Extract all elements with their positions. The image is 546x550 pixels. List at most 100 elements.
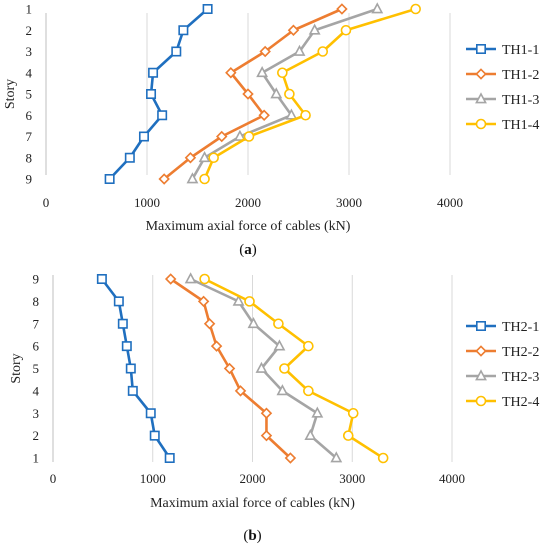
data-point bbox=[317, 46, 329, 57]
legend-entry: TH2-3 bbox=[466, 369, 539, 385]
legend-label: TH1-1 bbox=[502, 43, 539, 58]
data-point bbox=[308, 23, 321, 35]
legend-marker bbox=[475, 369, 487, 381]
y-tick-label: 1 bbox=[26, 2, 33, 17]
data-point bbox=[164, 273, 177, 285]
data-point bbox=[146, 89, 157, 100]
legend-label: TH2-3 bbox=[502, 370, 539, 385]
legend-entry: TH1-3 bbox=[466, 92, 539, 108]
data-point bbox=[178, 25, 189, 36]
chart-panel-b: 0 1000 2000 3000 4000 1 2 3 4 5 6 7 8 9 Maximum axial … bbox=[9, 272, 539, 545]
y-tick-label: 4 bbox=[26, 65, 33, 80]
legend-marker bbox=[475, 320, 486, 331]
series-TH1-4 bbox=[199, 3, 421, 185]
legend-label: TH1-2 bbox=[502, 68, 539, 83]
series-TH2-4 bbox=[199, 273, 389, 464]
data-point bbox=[270, 87, 283, 99]
data-point bbox=[244, 296, 255, 307]
data-point bbox=[336, 3, 348, 15]
legend-marker bbox=[475, 92, 487, 104]
y-tick-label: 6 bbox=[33, 339, 40, 354]
legend-label: TH2-1 bbox=[502, 320, 539, 335]
panel-caption: (b) bbox=[243, 528, 261, 544]
series-TH2-2 bbox=[164, 273, 297, 464]
data-point bbox=[149, 430, 160, 441]
y-tick-label: 2 bbox=[33, 428, 40, 443]
data-point bbox=[234, 385, 247, 397]
data-point bbox=[303, 385, 314, 397]
x-tick-label: 0 bbox=[50, 471, 57, 486]
data-point bbox=[347, 407, 359, 419]
series-line bbox=[108, 8, 209, 180]
y-tick-label: 5 bbox=[33, 361, 40, 376]
data-point bbox=[303, 340, 314, 352]
y-tick-label: 6 bbox=[26, 108, 33, 123]
series-TH1-3 bbox=[186, 2, 384, 184]
x-tick-label: 3000 bbox=[339, 471, 365, 486]
data-point bbox=[127, 385, 138, 396]
data-point bbox=[203, 318, 216, 330]
y-axis-label: Story bbox=[3, 79, 18, 109]
data-point bbox=[138, 131, 149, 142]
legend-entry: TH1-2 bbox=[466, 68, 539, 83]
data-point bbox=[113, 296, 124, 307]
data-point bbox=[371, 2, 384, 14]
data-point bbox=[340, 24, 352, 36]
legend-label: TH2-4 bbox=[502, 395, 539, 410]
series-TH1-2 bbox=[158, 3, 348, 185]
data-point bbox=[186, 172, 199, 184]
data-point bbox=[157, 110, 168, 121]
y-tick-label: 7 bbox=[33, 316, 40, 331]
data-point bbox=[125, 363, 136, 374]
data-point bbox=[148, 67, 159, 78]
y-tick-label: 2 bbox=[26, 23, 33, 38]
legend-marker bbox=[475, 43, 486, 54]
x-tick-label: 0 bbox=[43, 195, 50, 210]
series-TH1-1 bbox=[104, 4, 213, 185]
legend-entry: TH2-2 bbox=[466, 345, 539, 360]
data-point bbox=[171, 46, 182, 57]
data-point bbox=[258, 109, 270, 121]
data-point bbox=[256, 66, 269, 78]
x-tick-label: 4000 bbox=[437, 195, 463, 210]
data-point bbox=[145, 408, 156, 419]
data-point bbox=[216, 130, 228, 143]
legend-label: TH1-4 bbox=[502, 118, 539, 133]
legend-label: TH1-3 bbox=[502, 93, 539, 108]
data-point bbox=[273, 318, 284, 330]
data-point bbox=[104, 174, 115, 185]
legend-label: TH2-2 bbox=[502, 345, 539, 360]
data-point bbox=[285, 108, 298, 120]
data-point bbox=[342, 430, 354, 441]
data-point bbox=[259, 45, 271, 58]
data-point bbox=[197, 295, 210, 308]
x-tick-label: 2000 bbox=[235, 195, 261, 210]
data-point bbox=[117, 318, 128, 329]
legend-entry: TH2-1 bbox=[466, 320, 539, 335]
data-point bbox=[223, 362, 236, 375]
x-tick-label: 2000 bbox=[240, 471, 266, 486]
data-point bbox=[247, 317, 260, 329]
series-TH2-3 bbox=[184, 272, 343, 463]
data-point bbox=[208, 152, 219, 164]
data-point bbox=[311, 406, 324, 418]
y-tick-label: 8 bbox=[33, 294, 40, 309]
x-tick-label: 1000 bbox=[134, 195, 160, 210]
data-point bbox=[242, 88, 254, 100]
data-point bbox=[284, 88, 295, 100]
data-point bbox=[279, 363, 290, 374]
y-tick-label: 7 bbox=[26, 129, 33, 144]
data-point bbox=[184, 152, 197, 164]
data-point bbox=[260, 429, 273, 442]
data-point bbox=[304, 428, 317, 441]
x-axis-label: Maximum axial force of cables (kN) bbox=[146, 219, 351, 234]
legend-entry: TH2-4 bbox=[466, 395, 539, 410]
data-point bbox=[276, 384, 289, 396]
data-point bbox=[233, 129, 246, 141]
data-point bbox=[198, 151, 211, 163]
data-point bbox=[330, 451, 343, 463]
data-point bbox=[293, 44, 306, 56]
x-tick-label: 1000 bbox=[140, 471, 166, 486]
legend-marker bbox=[475, 118, 487, 130]
